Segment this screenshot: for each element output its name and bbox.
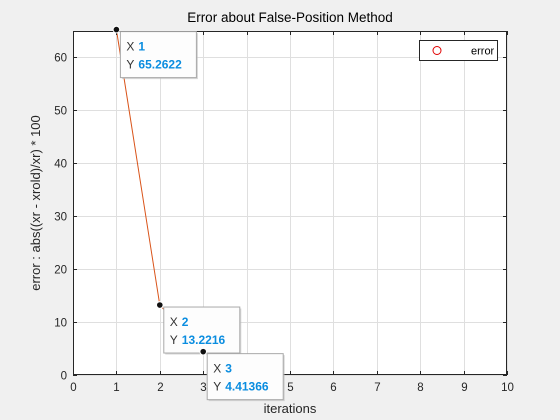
data-tip-y-value: 13.2216 [182,333,226,347]
data-tip-y-value: 4.41366 [225,380,269,394]
legend-marker-icon [432,46,442,55]
x-tick-label: 5 [287,382,293,394]
grid-lines [73,31,508,376]
x-tick-label: 6 [330,382,336,394]
y-tick-label: 50 [54,106,67,118]
legend-box [419,40,498,61]
data-tip-x-key: X [170,315,178,329]
data-tip-y-key: Y [213,380,221,394]
data-tip-y-key: Y [170,333,178,347]
legend[interactable]: error [419,40,498,61]
x-tick-label: 8 [417,382,423,394]
data-tip-y-key: Y [126,58,134,72]
x-tick-label: 0 [70,382,76,394]
data-tip-anchor-point [199,347,207,356]
data-tip-box [206,353,284,401]
data-tip-box [163,306,241,354]
x-tick-label: 3 [200,382,206,394]
x-axis-label: iterations [264,401,317,416]
x-tick-labels: 012345678910 [70,382,514,394]
y-tick-label: 40 [54,159,67,171]
x-tick-label: 1 [113,382,119,394]
data-tip-y-value: 65.2622 [138,58,182,72]
y-tick-label: 60 [54,53,67,65]
data-tip-x-value: 3 [225,362,232,376]
data-tip-box [119,31,197,79]
data-tip-anchor-point [112,25,121,34]
x-tick-label: 9 [461,382,467,394]
y-tick-label: 10 [54,318,67,330]
data-tip-anchor-point [156,301,164,309]
data-tip-x-key: X [126,40,134,54]
data-tip-x-value: 2 [182,315,189,329]
x-tick-label: 2 [157,382,163,394]
y-tick-label: 30 [54,212,67,224]
chart-title: Error about False-Position Method [187,10,393,25]
x-tick-label: 7 [374,382,380,394]
data-tip[interactable]: X 3Y 4.41366 [199,347,285,402]
y-tick-labels: 0 10 20 30 40 50 60 [54,53,67,383]
legend-entry-error: error [471,46,495,58]
x-tick-label: 10 [501,382,514,394]
data-tip-x-value: 1 [138,40,145,54]
data-tip[interactable]: X 1Y 65.2622 [112,25,198,80]
data-tip-x-key: X [213,362,221,376]
y-axis-label: error : abs((xr - xrold)/xr) * 100 [28,115,43,291]
y-tick-label: 0 [61,371,67,383]
y-tick-label: 20 [54,265,67,277]
data-tip[interactable]: X 2Y 13.2216 [156,301,242,355]
